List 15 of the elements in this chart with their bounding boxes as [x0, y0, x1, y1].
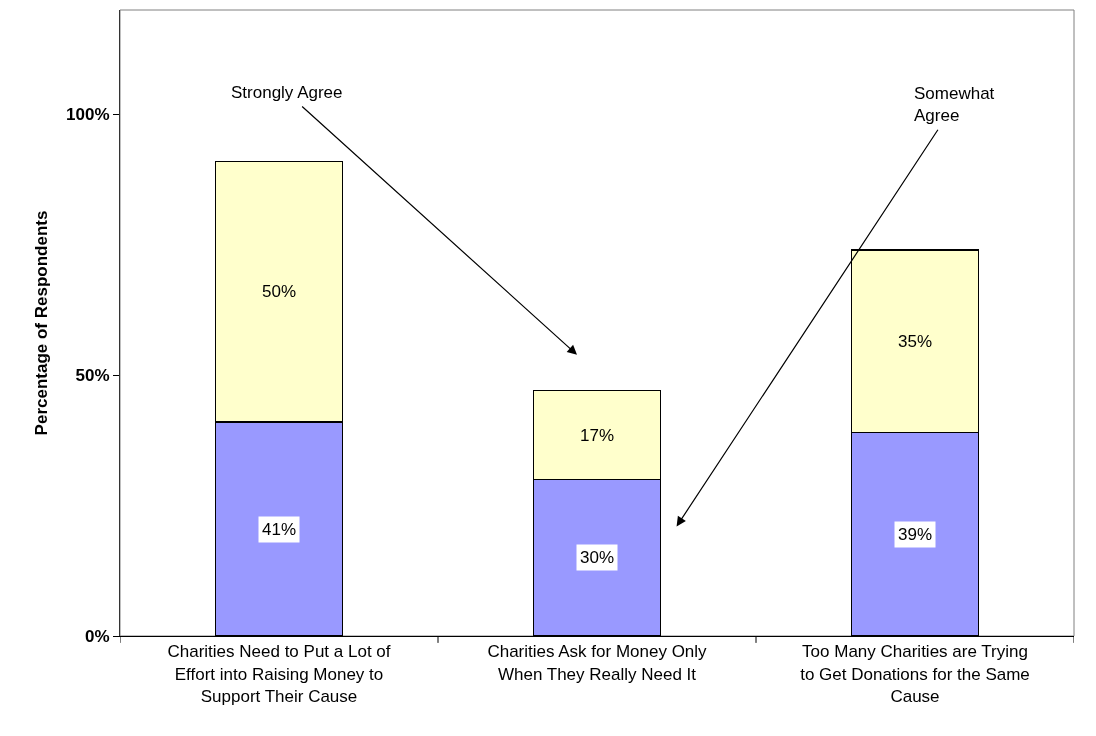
data-label: 39%: [898, 525, 933, 544]
y-tick-label: 100%: [66, 105, 110, 125]
y-tick-label: 50%: [75, 366, 110, 386]
data-label: 50%: [262, 282, 297, 301]
x-tick-label: Charities Ask for Money Only When They Really Need It: [487, 642, 708, 684]
x-tick-label: Too Many Charities are Trying to Get Donations for the Same Cause: [800, 642, 1030, 706]
data-label: 41%: [262, 520, 297, 539]
x-tick-label: Charities Need to Put a Lot of Effort into Raising Money to Support Their Cause: [167, 642, 391, 706]
data-label: 17%: [580, 426, 615, 445]
data-label: 30%: [580, 548, 615, 567]
y-axis-title: Percentage of Respondents: [31, 210, 51, 436]
annotation: Strongly Agree: [231, 83, 343, 102]
annotation: Somewhat Agree: [914, 84, 995, 126]
y-tick-label: 0%: [85, 626, 110, 646]
data-label: 35%: [898, 332, 933, 351]
